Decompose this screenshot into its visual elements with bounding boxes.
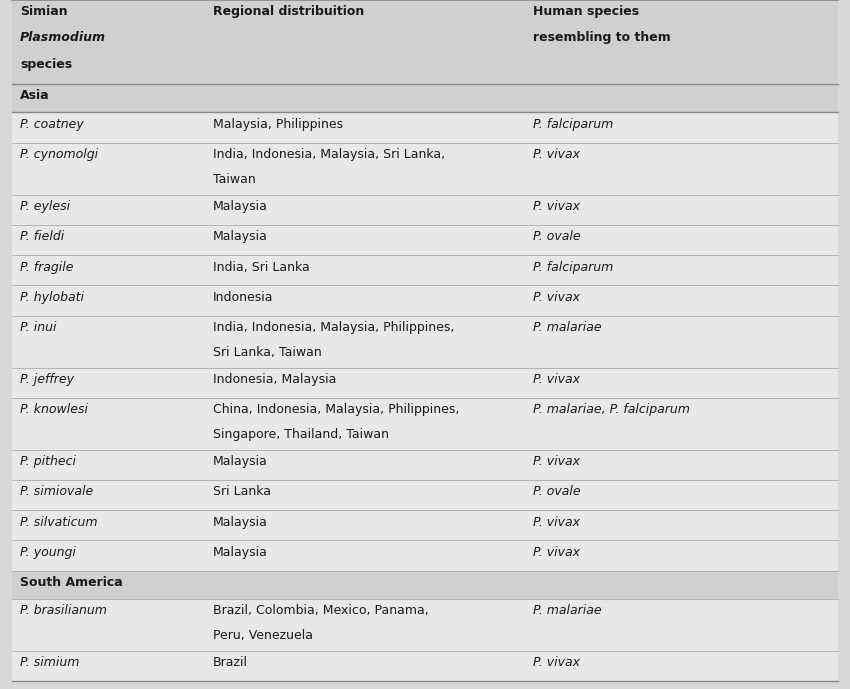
- Bar: [12, 599, 838, 650]
- Text: Brazil, Colombia, Mexico, Panama,: Brazil, Colombia, Mexico, Panama,: [213, 604, 428, 617]
- Bar: [12, 570, 838, 599]
- Text: P. fieldi: P. fieldi: [20, 230, 65, 243]
- Text: P. malariae, P. falciparum: P. malariae, P. falciparum: [533, 403, 690, 415]
- Text: P. simium: P. simium: [20, 656, 79, 669]
- Bar: [12, 285, 838, 316]
- Text: P. vivax: P. vivax: [533, 291, 580, 304]
- Bar: [12, 84, 838, 112]
- Bar: [12, 398, 838, 450]
- Text: Sri Lanka, Taiwan: Sri Lanka, Taiwan: [213, 346, 322, 358]
- Text: P. youngi: P. youngi: [20, 546, 76, 559]
- Text: P. coatney: P. coatney: [20, 118, 84, 131]
- Text: resembling to them: resembling to them: [533, 31, 671, 44]
- Text: P. vivax: P. vivax: [533, 656, 580, 669]
- Bar: [12, 650, 838, 681]
- Text: Peru, Venezuela: Peru, Venezuela: [213, 629, 313, 641]
- Text: P. eylesi: P. eylesi: [20, 200, 70, 213]
- Text: species: species: [20, 58, 72, 71]
- Text: Indonesia: Indonesia: [213, 291, 274, 304]
- Text: India, Indonesia, Malaysia, Sri Lanka,: India, Indonesia, Malaysia, Sri Lanka,: [213, 147, 445, 161]
- Text: Brazil: Brazil: [213, 656, 248, 669]
- Text: Malaysia: Malaysia: [213, 546, 268, 559]
- Text: P. vivax: P. vivax: [533, 147, 580, 161]
- Bar: [12, 0, 838, 84]
- Text: Malaysia: Malaysia: [213, 200, 268, 213]
- Text: Sri Lanka: Sri Lanka: [213, 485, 271, 498]
- Text: P. malariae: P. malariae: [533, 320, 602, 333]
- Text: Indonesia, Malaysia: Indonesia, Malaysia: [213, 373, 337, 386]
- Text: Asia: Asia: [20, 90, 49, 103]
- Text: P. vivax: P. vivax: [533, 455, 580, 468]
- Bar: [12, 480, 838, 511]
- Text: Simian: Simian: [20, 5, 68, 18]
- Text: P. vivax: P. vivax: [533, 200, 580, 213]
- Bar: [12, 225, 838, 255]
- Text: P. brasilianum: P. brasilianum: [20, 604, 107, 617]
- Text: Plasmodium: Plasmodium: [20, 31, 106, 44]
- Text: P. jeffrey: P. jeffrey: [20, 373, 74, 386]
- Text: Regional distribuition: Regional distribuition: [213, 5, 365, 18]
- Text: P. hylobati: P. hylobati: [20, 291, 84, 304]
- Text: P. falciparum: P. falciparum: [533, 118, 613, 131]
- Text: South America: South America: [20, 576, 122, 589]
- Text: P. inui: P. inui: [20, 320, 56, 333]
- Bar: [12, 194, 838, 225]
- Bar: [12, 143, 838, 194]
- Bar: [12, 112, 838, 143]
- Bar: [12, 540, 838, 570]
- Text: P. vivax: P. vivax: [533, 546, 580, 559]
- Text: Singapore, Thailand, Taiwan: Singapore, Thailand, Taiwan: [213, 428, 389, 441]
- Text: India, Indonesia, Malaysia, Philippines,: India, Indonesia, Malaysia, Philippines,: [213, 320, 455, 333]
- Text: P. malariae: P. malariae: [533, 604, 602, 617]
- Bar: [12, 511, 838, 540]
- Text: Human species: Human species: [533, 5, 639, 18]
- Bar: [12, 450, 838, 480]
- Text: Malaysia: Malaysia: [213, 455, 268, 468]
- Text: P. fragile: P. fragile: [20, 260, 73, 274]
- Text: P. vivax: P. vivax: [533, 515, 580, 528]
- Text: P. pitheci: P. pitheci: [20, 455, 76, 468]
- Bar: [12, 316, 838, 367]
- Text: P. knowlesi: P. knowlesi: [20, 403, 88, 415]
- Bar: [12, 367, 838, 398]
- Text: P. ovale: P. ovale: [533, 230, 581, 243]
- Text: Malaysia, Philippines: Malaysia, Philippines: [213, 118, 343, 131]
- Bar: [12, 255, 838, 285]
- Text: Malaysia: Malaysia: [213, 515, 268, 528]
- Text: Malaysia: Malaysia: [213, 230, 268, 243]
- Text: P. vivax: P. vivax: [533, 373, 580, 386]
- Text: P. ovale: P. ovale: [533, 485, 581, 498]
- Text: P. cynomolgi: P. cynomolgi: [20, 147, 98, 161]
- Text: P. falciparum: P. falciparum: [533, 260, 613, 274]
- Text: P. silvaticum: P. silvaticum: [20, 515, 98, 528]
- Text: P. simiovale: P. simiovale: [20, 485, 94, 498]
- Text: Taiwan: Taiwan: [213, 172, 256, 185]
- Text: China, Indonesia, Malaysia, Philippines,: China, Indonesia, Malaysia, Philippines,: [213, 403, 459, 415]
- Text: India, Sri Lanka: India, Sri Lanka: [213, 260, 309, 274]
